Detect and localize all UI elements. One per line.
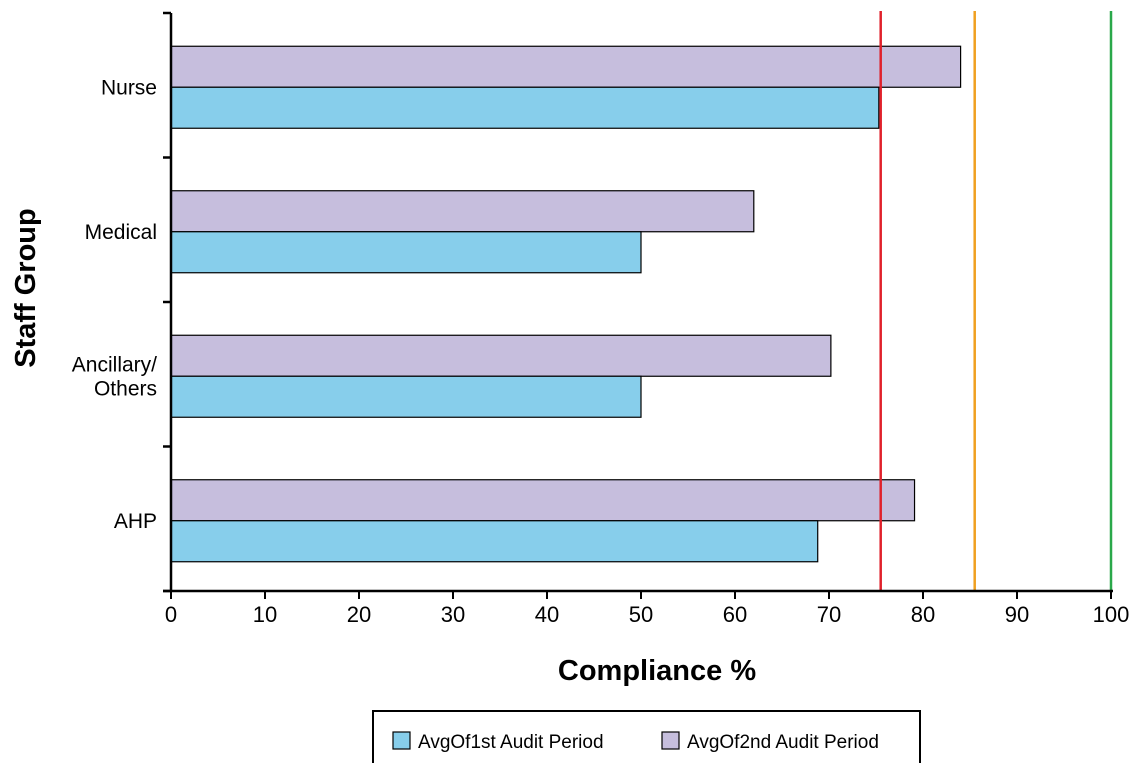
x-tick-label: 70	[817, 602, 841, 627]
x-tick-label: 40	[535, 602, 559, 627]
bar-3-series-1	[170, 520, 819, 563]
bar-0-series-1	[170, 86, 880, 129]
bar-3-series-2	[170, 479, 916, 522]
x-axis-title: Compliance %	[558, 655, 756, 687]
x-tick-label: 10	[253, 602, 277, 627]
reference-lines-group	[879, 11, 1113, 591]
legend-label-2: AvgOf2nd Audit Period	[687, 732, 879, 753]
legend: AvgOf1st Audit Period AvgOf2nd Audit Peri…	[372, 710, 921, 763]
bar-1-series-1	[170, 231, 642, 274]
legend-box	[372, 710, 921, 763]
category-label: AHP	[114, 510, 157, 533]
legend-label-1: AvgOf1st Audit Period	[418, 732, 604, 753]
bar-1-series-2	[170, 190, 755, 233]
x-tick-label: 20	[347, 602, 371, 627]
category-label: Ancillary/Others	[72, 353, 157, 400]
x-tick-label: 0	[165, 602, 177, 627]
bar-2-series-1	[170, 375, 642, 418]
x-ticks-group: 0 10 20 30 40 50 60 70 80 90 100	[165, 591, 1129, 627]
category-label: Nurse	[101, 76, 157, 99]
bar-0-series-2	[170, 45, 962, 88]
legend-swatch-2	[661, 731, 680, 750]
y-axis-title: Staff Group	[10, 208, 42, 368]
axes-group	[163, 11, 1113, 593]
x-tick-label: 30	[441, 602, 465, 627]
x-tick-label: 100	[1093, 602, 1130, 627]
legend-swatch-1	[392, 731, 411, 750]
bars-group	[170, 45, 962, 563]
category-label: Medical	[85, 221, 157, 244]
bar-2-series-2	[170, 334, 832, 377]
x-tick-label: 90	[1005, 602, 1029, 627]
x-tick-label: 60	[723, 602, 747, 627]
x-tick-label: 50	[629, 602, 653, 627]
x-tick-label: 80	[911, 602, 935, 627]
category-labels-group: Nurse Medical Ancillary/Others AHP	[72, 76, 157, 533]
